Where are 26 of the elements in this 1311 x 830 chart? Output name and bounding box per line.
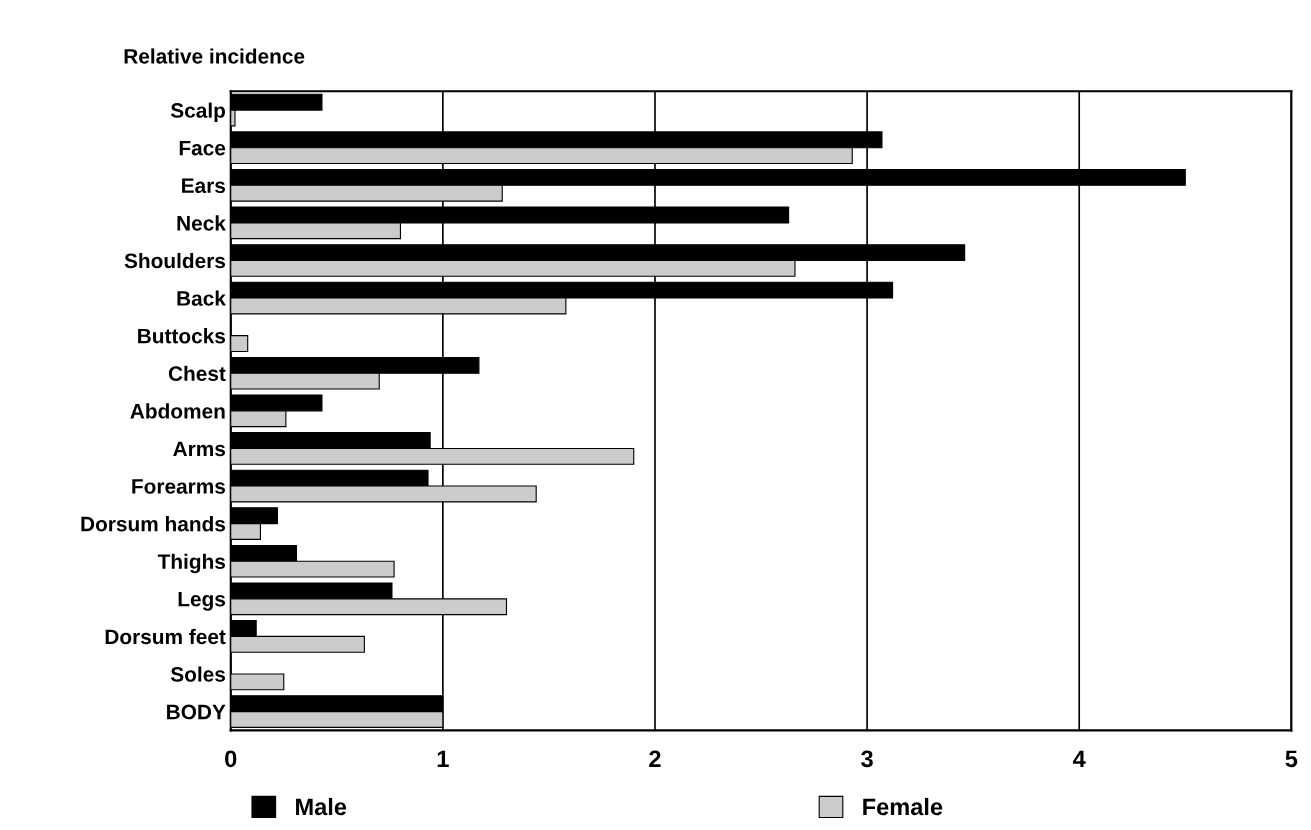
y-tick-label: Neck	[177, 215, 226, 231]
x-tick-label: 3	[861, 750, 873, 768]
y-tick-label: Face	[179, 140, 226, 156]
y-tick-label: BODY	[167, 704, 226, 720]
x-tick-label: 5	[1285, 750, 1298, 768]
chart-title: Relative incidence	[124, 48, 305, 64]
y-tick-label: Shoulders	[124, 252, 226, 269]
y-tick-label: Soles	[170, 666, 226, 682]
x-tick-label: 2	[649, 750, 661, 767]
y-tick-label: Dorsum feet	[105, 628, 226, 645]
x-tick-label: 4	[1073, 750, 1086, 767]
y-tick-label: Legs	[178, 591, 226, 611]
y-tick-label: Back	[177, 290, 226, 306]
y-tick-label: Arms	[173, 441, 226, 457]
x-tick-label: 1	[437, 750, 449, 767]
y-tick-label: Thighs	[157, 553, 226, 574]
y-tick-label: Dorsum hands	[81, 516, 226, 532]
legend-label: Female	[863, 797, 943, 816]
y-tick-label: Abdomen	[130, 403, 225, 419]
y-tick-label: Buttocks	[138, 328, 226, 344]
y-tick-label: Chest	[168, 365, 226, 382]
y-tick-label: Scalp	[170, 102, 226, 122]
y-tick-label: Ears	[182, 178, 226, 194]
x-tick-label: 0	[225, 750, 237, 768]
y-tick-label: Forearms	[132, 479, 226, 494]
legend-label: Male	[296, 797, 347, 816]
